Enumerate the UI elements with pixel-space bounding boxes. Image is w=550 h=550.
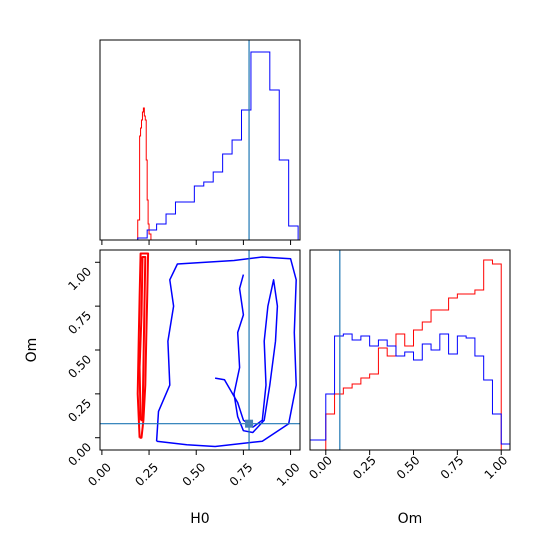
om-histogram-panel: 0.00 0.25 0.50 0.75 1.00 <box>306 249 511 482</box>
y-axis-label-om: Om <box>24 338 40 363</box>
om-hist-series-0 <box>325 259 502 450</box>
h0-frame <box>99 39 301 241</box>
contour-x-tick-label-3: 0.75 <box>227 460 256 489</box>
contour-y-tick-label-2: 0.50 <box>65 352 94 381</box>
h0-hist-series-0 <box>137 107 152 240</box>
contour-series-1-level-1 <box>214 274 279 434</box>
contour-x-tick-label-0: 0.00 <box>85 460 114 489</box>
contour-y-tick-label-0: 0.00 <box>65 440 94 469</box>
contour-x-tick-label-2: 0.50 <box>180 460 209 489</box>
contour-y-tick-label-1: 0.25 <box>65 396 94 425</box>
om-frame <box>309 249 511 451</box>
x-axis-label-om: Om <box>398 511 423 527</box>
om-x-tick-label-2: 0.50 <box>394 453 423 482</box>
contour-x-tick-label-1: 0.25 <box>132 460 161 489</box>
om-x-tick-label-3: 0.75 <box>438 453 467 482</box>
contour-y-tick-label-4: 1.00 <box>65 265 94 294</box>
h0-histogram-panel <box>99 39 301 245</box>
h0-om-contour-panel: 0.00 0.25 0.50 0.75 1.00 0.00 0.25 0.50 0.75 1.00 <box>65 249 303 489</box>
om-x-tick-label-0: 0.00 <box>306 453 335 482</box>
om-x-tick-label-4: 1.00 <box>482 453 511 482</box>
contour-y-tick-label-3: 0.75 <box>65 308 94 337</box>
contour-x-tick-label-4: 1.00 <box>274 460 303 489</box>
x-axis-label-h0: H0 <box>190 511 209 527</box>
om-x-tick-label-1: 0.25 <box>350 453 379 482</box>
truth-marker <box>245 419 254 428</box>
contour-series-1-level-0 <box>155 256 297 448</box>
h0-hist-series-1 <box>137 51 299 240</box>
contour-series-0-level-1 <box>138 256 147 422</box>
om-hist-series-1 <box>310 333 510 450</box>
contour-frame <box>99 249 301 451</box>
